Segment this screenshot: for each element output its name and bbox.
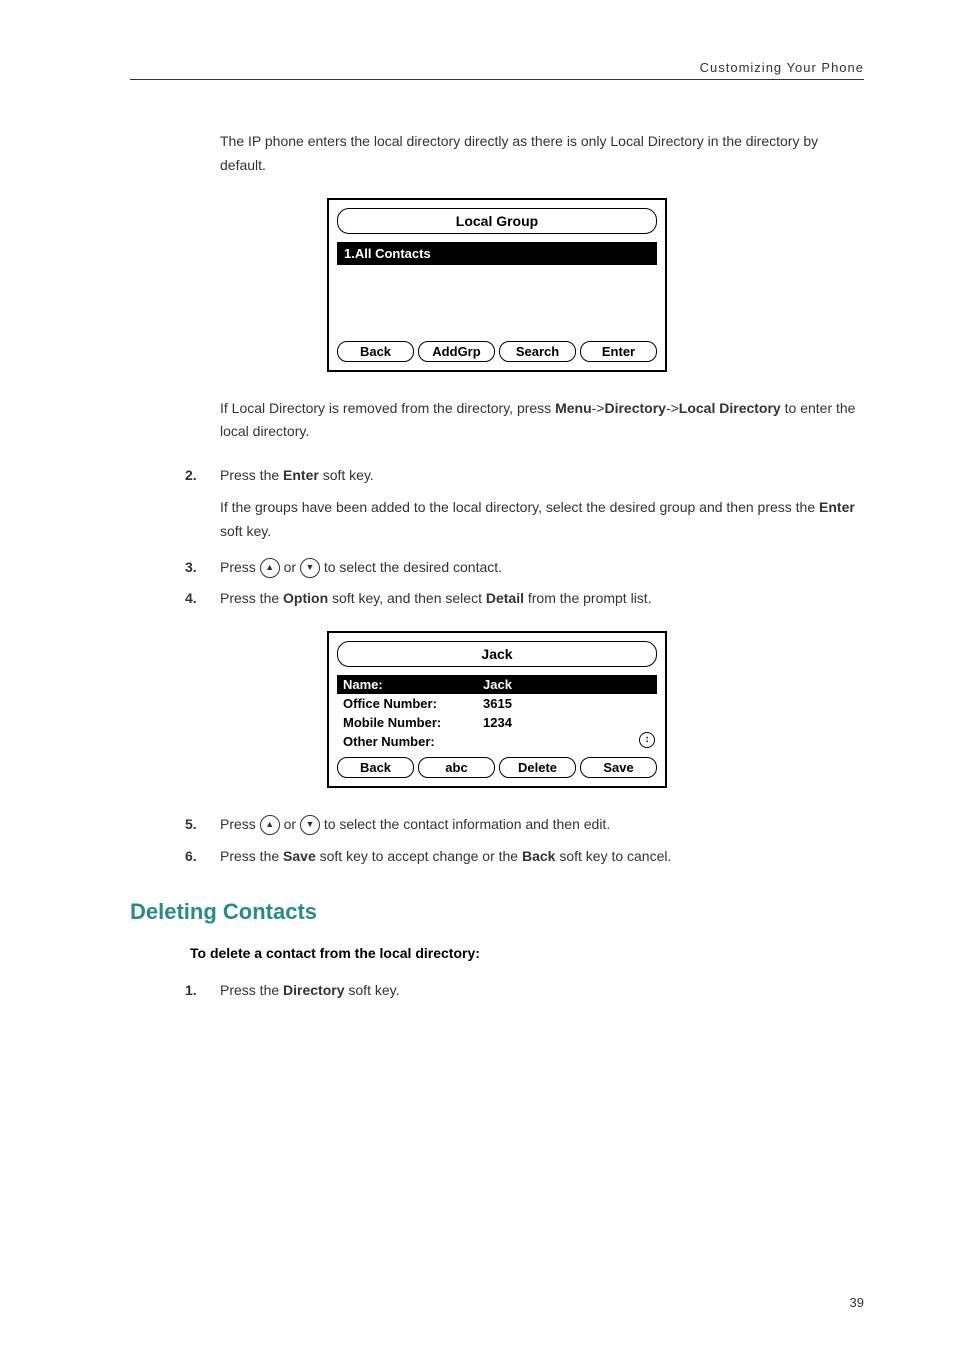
step-4: 4. Press the Option soft key, and then s…	[185, 587, 864, 611]
down-arrow-icon: ▼	[300, 558, 320, 578]
section-deleting-contacts: Deleting Contacts	[130, 899, 864, 925]
page-number: 39	[850, 1295, 864, 1310]
field-other: Other Number:	[337, 732, 657, 751]
softkey-enter[interactable]: Enter	[580, 341, 657, 362]
softkey-save[interactable]: Save	[580, 757, 657, 778]
field-name: Name: Jack	[337, 675, 657, 694]
phone-screen-local-group: Local Group 1.All Contacts Back AddGrp S…	[327, 198, 667, 372]
delete-step-1: 1. Press the Directory soft key.	[185, 979, 864, 1003]
field-office: Office Number: 3615	[337, 694, 657, 713]
step-6: 6. Press the Save soft key to accept cha…	[185, 845, 864, 869]
step-2-sub: If the groups have been added to the loc…	[220, 496, 864, 544]
softkey-abc[interactable]: abc	[418, 757, 495, 778]
softkey-back-2[interactable]: Back	[337, 757, 414, 778]
delete-subheading: To delete a contact from the local direc…	[190, 945, 864, 961]
softkey-back[interactable]: Back	[337, 341, 414, 362]
up-arrow-icon: ▲	[260, 558, 280, 578]
screen1-title: Local Group	[337, 208, 657, 234]
phone-screen-contact-detail: Jack Name: Jack Office Number: 3615 Mobi…	[327, 631, 667, 788]
up-arrow-icon-2: ▲	[260, 815, 280, 835]
field-mobile: Mobile Number: 1234	[337, 713, 657, 732]
step-3: 3. Press ▲ or ▼ to select the desired co…	[185, 556, 864, 580]
softkey-search[interactable]: Search	[499, 341, 576, 362]
page-header: Customizing Your Phone	[130, 60, 864, 80]
step-5: 5. Press ▲ or ▼ to select the contact in…	[185, 813, 864, 837]
down-arrow-icon-2: ▼	[300, 815, 320, 835]
intro-paragraph: The IP phone enters the local directory …	[220, 130, 864, 178]
softkey-addgrp[interactable]: AddGrp	[418, 341, 495, 362]
screen2-title: Jack	[337, 641, 657, 667]
local-removed-paragraph: If Local Directory is removed from the d…	[220, 397, 864, 445]
screen1-all-contacts: 1.All Contacts	[337, 242, 657, 265]
step-2: 2. Press the Enter soft key.	[185, 464, 864, 488]
softkey-delete[interactable]: Delete	[499, 757, 576, 778]
